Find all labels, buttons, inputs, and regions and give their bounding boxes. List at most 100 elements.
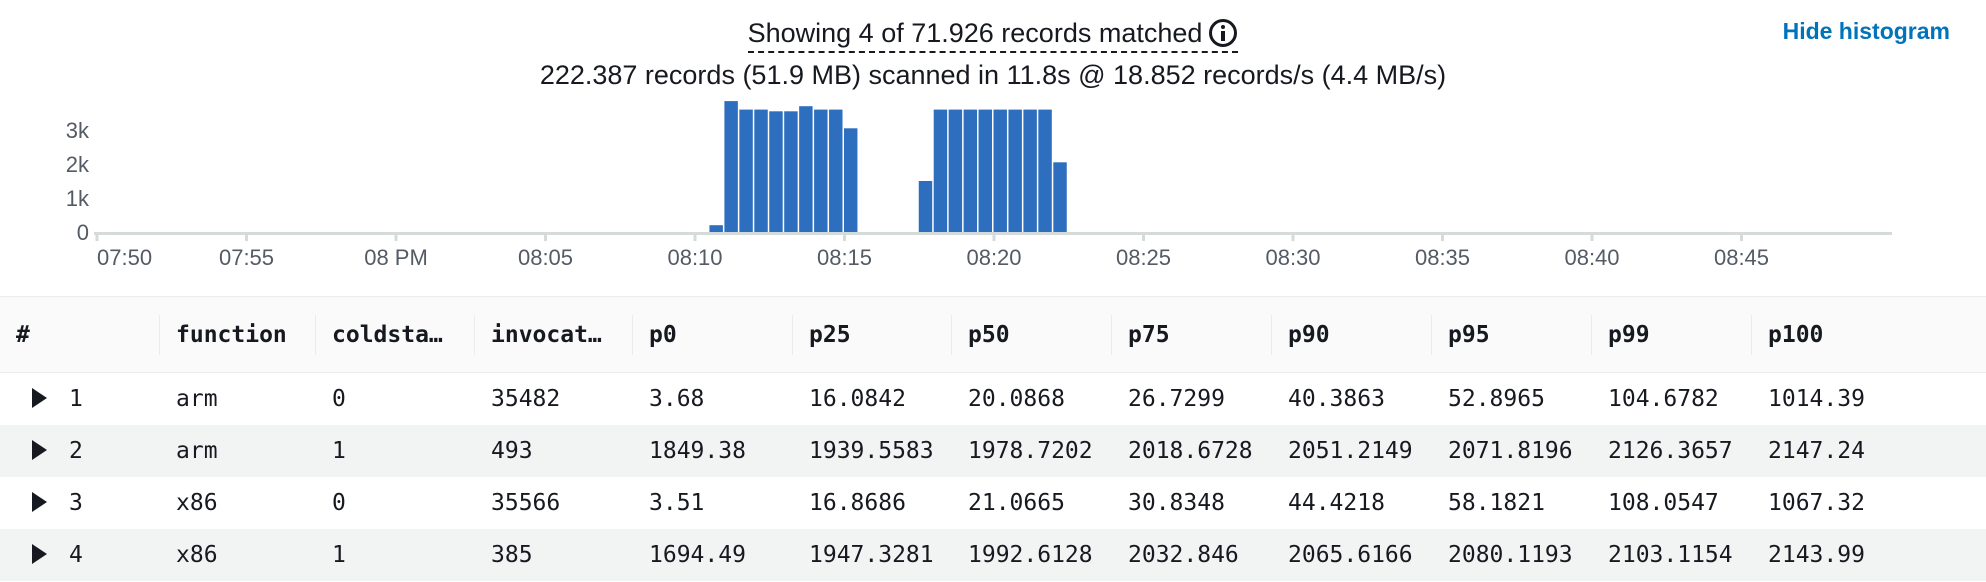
p95-cell: 2071.8196 [1448, 437, 1573, 464]
hide-histogram-link[interactable]: Hide histogram [1782, 18, 1950, 44]
histogram-bar[interactable] [799, 106, 813, 232]
row-index: 2 [69, 437, 83, 464]
histogram-bar[interactable] [993, 109, 1007, 232]
histogram-bar[interactable] [918, 181, 933, 232]
column-header-function[interactable]: function [160, 297, 316, 373]
x-tick-label: 08:35 [1415, 245, 1470, 270]
column-header-p99[interactable]: p99 [1592, 297, 1752, 373]
column-header-index[interactable]: # [0, 297, 160, 373]
histogram-bar[interactable] [724, 101, 738, 232]
column-header-p90[interactable]: p90 [1272, 297, 1432, 373]
p95-cell: 58.1821 [1448, 489, 1545, 516]
scan-statistics: 222.387 records (51.9 MB) scanned in 11.… [539, 60, 1447, 90]
histogram-bar[interactable] [754, 109, 768, 232]
histogram-bar[interactable] [963, 109, 978, 232]
x-tick-label: 08:20 [966, 245, 1021, 270]
query-summary: Showing 4 of 71.926 records matched 222.… [0, 16, 1986, 280]
table-row[interactable]: 1 arm 0 35482 3.68 16.0842 20.0868 26.7299 40.38… [0, 373, 1986, 425]
x-tick-label: 08:15 [817, 245, 872, 270]
column-header-p25[interactable]: p25 [793, 297, 952, 373]
x-tick-label: 08:05 [518, 245, 573, 270]
histogram-bar[interactable] [1053, 162, 1067, 232]
x-tick-label: 08:25 [1116, 245, 1171, 270]
table-header-row: # function coldsta… invocat… p0 p25 p50 … [0, 296, 1986, 373]
column-header-invocations[interactable]: invocat… [475, 297, 633, 373]
expand-row-icon[interactable] [32, 439, 47, 460]
results-table: # function coldsta… invocat… p0 p25 p50 … [0, 296, 1986, 581]
row-index: 3 [69, 489, 83, 516]
p75-cell: 2032.846 [1128, 541, 1239, 568]
row-index: 4 [69, 541, 83, 568]
matched-summary: Showing 4 of 71.926 records matched [0, 16, 1986, 53]
p90-cell: 2065.6166 [1288, 541, 1413, 568]
column-header-p0[interactable]: p0 [633, 297, 793, 373]
invocations-cell: 35566 [491, 489, 561, 516]
records-matched-tooltip-trigger[interactable]: Showing 4 of 71.926 records matched [747, 16, 1239, 53]
invocations-cell: 493 [491, 437, 533, 464]
row-index-cell: 2 [0, 425, 160, 477]
histogram-bar[interactable] [739, 109, 753, 232]
histogram-bar[interactable] [784, 111, 798, 232]
p99-cell: 2103.1154 [1608, 541, 1733, 568]
histogram-bar[interactable] [978, 109, 992, 232]
p25-cell: 16.8686 [809, 489, 906, 516]
histogram-bar[interactable] [709, 225, 723, 232]
column-header-coldstart[interactable]: coldsta… [316, 297, 475, 373]
p100-cell: 2143.99 [1768, 541, 1865, 568]
p100-cell: 2147.24 [1768, 437, 1865, 464]
column-header-p75[interactable]: p75 [1112, 297, 1272, 373]
x-tick-label: 08:45 [1714, 245, 1769, 270]
records-matched-text: Showing 4 of 71.926 records matched [747, 18, 1203, 48]
coldstart-cell: 1 [332, 437, 346, 464]
table-row[interactable]: 3 x86 0 35566 3.51 16.8686 21.0665 30.8348 44.42… [0, 477, 1986, 529]
expand-row-icon[interactable] [32, 387, 47, 408]
y-tick-label: 0 [77, 220, 89, 245]
column-header-p95[interactable]: p95 [1432, 297, 1592, 373]
p75-cell: 2018.6728 [1128, 437, 1253, 464]
coldstart-cell: 1 [332, 541, 346, 568]
p50-cell: 20.0868 [968, 385, 1065, 412]
p100-cell: 1067.32 [1768, 489, 1865, 516]
function-cell: x86 [176, 541, 218, 568]
column-header-p50[interactable]: p50 [952, 297, 1112, 373]
p0-cell: 1849.38 [649, 437, 746, 464]
x-tick-label: 08:30 [1265, 245, 1320, 270]
function-cell: x86 [176, 489, 218, 516]
histogram-chart[interactable]: 3k 2k 1k 0 07:50 07:55 08 PM 08:05 08:10 08:15 08:… [0, 100, 1986, 280]
histogram-bar[interactable] [948, 109, 963, 232]
expand-row-icon[interactable] [32, 543, 47, 564]
histogram-bar[interactable] [769, 111, 783, 232]
function-cell: arm [176, 437, 218, 464]
p90-cell: 40.3863 [1288, 385, 1385, 412]
function-cell: arm [176, 385, 218, 412]
table-row[interactable]: 2 arm 1 493 1849.38 1939.5583 1978.7202 2018.67… [0, 424, 1986, 477]
p50-cell: 1992.6128 [968, 541, 1093, 568]
expand-row-icon[interactable] [32, 491, 47, 512]
x-tick-label: 08:10 [667, 245, 722, 270]
p25-cell: 1947.3281 [809, 541, 934, 568]
histogram-bar[interactable] [1023, 109, 1037, 232]
p50-cell: 1978.7202 [968, 437, 1093, 464]
invocations-cell: 385 [491, 541, 533, 568]
x-tick-label: 08 PM [364, 245, 428, 270]
x-tick-label: 07:55 [219, 245, 274, 270]
info-icon[interactable] [1208, 18, 1238, 48]
p25-cell: 16.0842 [809, 385, 906, 412]
p75-cell: 26.7299 [1128, 385, 1225, 412]
y-tick-label: 1k [66, 186, 90, 211]
column-header-p100[interactable]: p100 [1768, 321, 1824, 348]
histogram-bar[interactable] [1008, 109, 1022, 232]
histogram-bar[interactable] [829, 109, 843, 232]
histogram-bar[interactable] [814, 109, 828, 232]
histogram-bar[interactable] [844, 128, 858, 232]
p0-cell: 3.68 [649, 385, 705, 412]
p99-cell: 108.0547 [1608, 489, 1719, 516]
histogram-bar[interactable] [1038, 109, 1052, 232]
table-row[interactable]: 4 x86 1 385 1694.49 1947.3281 1992.6128 2032.84… [0, 528, 1986, 581]
p100-cell: 1014.39 [1768, 385, 1865, 412]
histogram-bar[interactable] [933, 109, 948, 232]
row-index: 1 [69, 385, 83, 412]
p50-cell: 21.0665 [968, 489, 1065, 516]
x-tick-label: 08:40 [1564, 245, 1619, 270]
p99-cell: 104.6782 [1608, 385, 1719, 412]
